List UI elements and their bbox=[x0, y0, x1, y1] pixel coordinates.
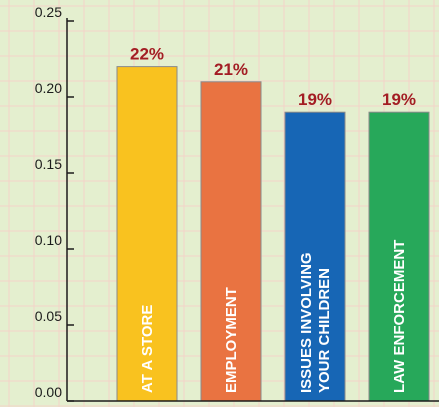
y-tick-label: 0.10 bbox=[35, 232, 62, 248]
bar bbox=[284, 111, 346, 402]
bar bbox=[368, 111, 430, 402]
category-label: EMPLOYMENT bbox=[223, 287, 240, 393]
y-tick-label: 0.20 bbox=[35, 80, 62, 96]
data-label: 19% bbox=[298, 90, 332, 109]
category-label: LAW ENFORCEMENT bbox=[391, 240, 408, 393]
bar bbox=[200, 81, 262, 402]
data-label: 19% bbox=[382, 90, 416, 109]
y-tick-label: 0.25 bbox=[35, 4, 62, 20]
data-label: 21% bbox=[214, 60, 248, 79]
data-label: 22% bbox=[130, 45, 164, 64]
y-tick-label: 0.05 bbox=[35, 308, 62, 324]
bar bbox=[116, 66, 178, 402]
category-label: YOUR CHILDREN bbox=[316, 268, 333, 393]
y-tick-label: 0.00 bbox=[35, 384, 62, 400]
category-label: ISSUES INVOLVING bbox=[298, 252, 315, 393]
y-axis: 0.00 0.05 0.10 0.15 0.20 0.25 bbox=[35, 4, 439, 402]
y-tick-label: 0.15 bbox=[35, 156, 62, 172]
category-label: AT A STORE bbox=[139, 305, 156, 393]
bars: 22% AT A STORE 21% EMPLOYMENT 19% ISSUES INVO… bbox=[116, 45, 430, 402]
